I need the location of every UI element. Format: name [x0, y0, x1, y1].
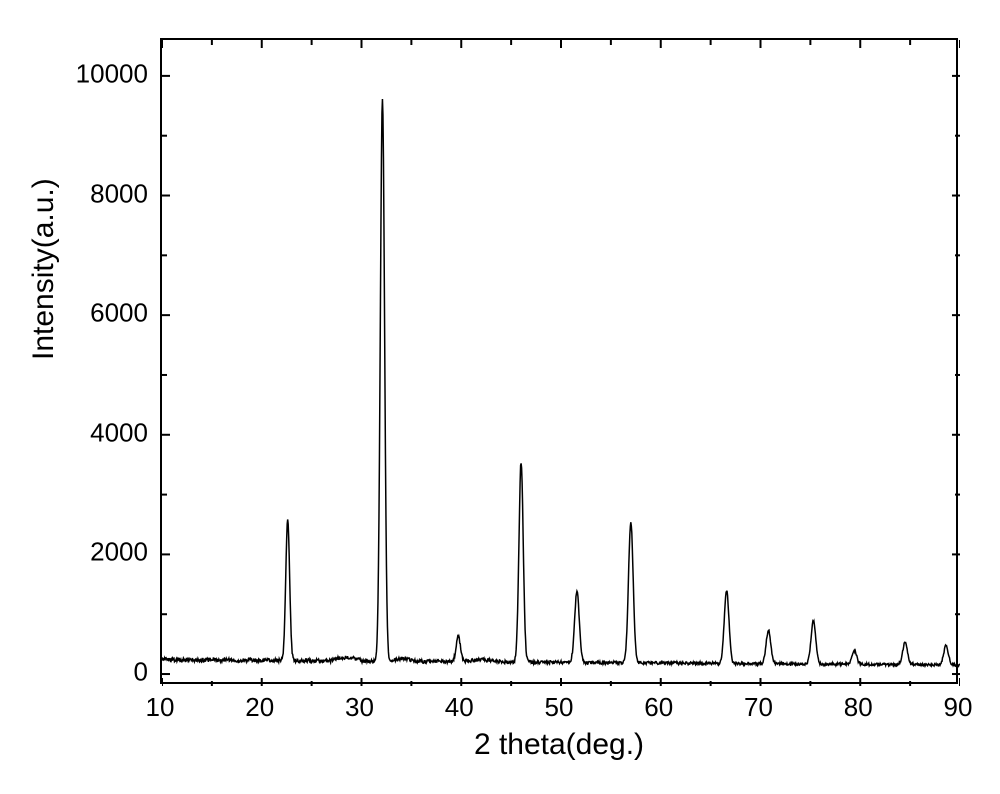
y-tick-label: 2000: [90, 537, 148, 568]
y-tick-label: 6000: [90, 298, 148, 329]
x-axis-label: 2 theta(deg.): [459, 728, 659, 762]
y-tick-label: 10000: [75, 58, 148, 89]
plot-area: [160, 38, 958, 684]
x-tick-label: 20: [245, 692, 274, 723]
x-tick-label: 30: [345, 692, 374, 723]
x-tick-label: 60: [644, 692, 673, 723]
x-tick-label: 40: [445, 692, 474, 723]
x-tick-label: 50: [545, 692, 574, 723]
x-tick-label: 90: [944, 692, 973, 723]
x-tick-label: 70: [744, 692, 773, 723]
y-tick-label: 0: [133, 657, 148, 688]
xrd-figure: Intensity(a.u.) 2 theta(deg.) 1020304050…: [0, 0, 1000, 794]
x-tick-label: 80: [844, 692, 873, 723]
y-tick-label: 8000: [90, 178, 148, 209]
x-tick-label: 10: [146, 692, 175, 723]
xrd-trace: [162, 99, 960, 666]
y-tick-label: 4000: [90, 417, 148, 448]
plot-svg: [162, 40, 960, 686]
